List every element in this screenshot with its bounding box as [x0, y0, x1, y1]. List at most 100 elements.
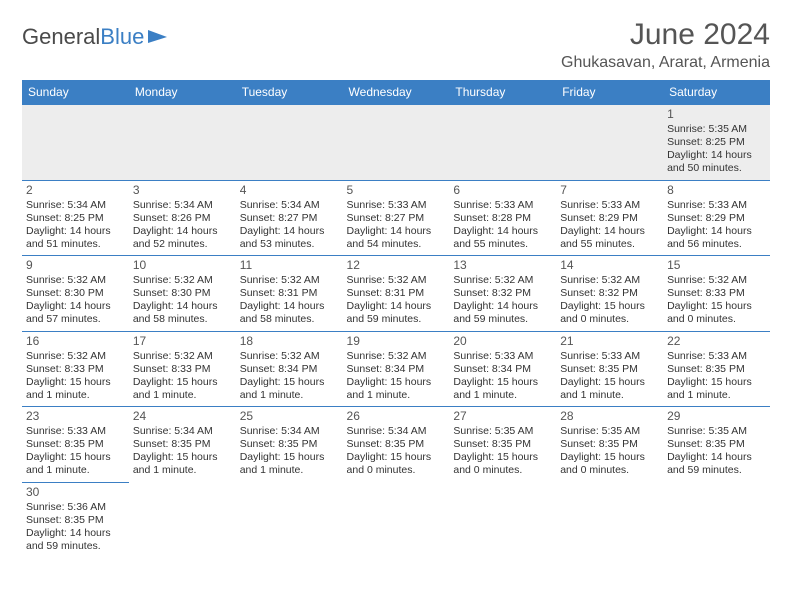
daylight-text: and 1 minute.: [133, 389, 232, 402]
daylight-text: Daylight: 15 hours: [347, 376, 446, 389]
sunrise-text: Sunrise: 5:32 AM: [26, 350, 125, 363]
calendar-header-row: SundayMondayTuesdayWednesdayThursdayFrid…: [22, 80, 770, 105]
sunset-text: Sunset: 8:31 PM: [240, 287, 339, 300]
daylight-text: and 55 minutes.: [560, 238, 659, 251]
sunrise-text: Sunrise: 5:34 AM: [133, 199, 232, 212]
sunset-text: Sunset: 8:31 PM: [347, 287, 446, 300]
page-header: GeneralBlue June 2024 Ghukasavan, Ararat…: [22, 18, 770, 72]
daylight-text: and 1 minute.: [240, 464, 339, 477]
sunrise-text: Sunrise: 5:35 AM: [453, 425, 552, 438]
calendar-day-cell: 1Sunrise: 5:35 AMSunset: 8:25 PMDaylight…: [663, 105, 770, 181]
day-number: 27: [453, 409, 552, 424]
daylight-text: Daylight: 15 hours: [133, 451, 232, 464]
sunset-text: Sunset: 8:29 PM: [560, 212, 659, 225]
calendar-day-cell: 12Sunrise: 5:32 AMSunset: 8:31 PMDayligh…: [343, 256, 450, 332]
daylight-text: Daylight: 14 hours: [240, 300, 339, 313]
sunrise-text: Sunrise: 5:32 AM: [133, 350, 232, 363]
daylight-text: and 1 minute.: [240, 389, 339, 402]
day-header: Sunday: [22, 80, 129, 105]
calendar-day-cell: 20Sunrise: 5:33 AMSunset: 8:34 PMDayligh…: [449, 331, 556, 407]
calendar-day-cell: 2Sunrise: 5:34 AMSunset: 8:25 PMDaylight…: [22, 180, 129, 256]
calendar-day-cell: 4Sunrise: 5:34 AMSunset: 8:27 PMDaylight…: [236, 180, 343, 256]
day-header: Monday: [129, 80, 236, 105]
daylight-text: Daylight: 14 hours: [133, 300, 232, 313]
day-number: 13: [453, 258, 552, 273]
day-number: 8: [667, 183, 766, 198]
daylight-text: and 0 minutes.: [560, 313, 659, 326]
day-number: 2: [26, 183, 125, 198]
day-number: 9: [26, 258, 125, 273]
sunset-text: Sunset: 8:26 PM: [133, 212, 232, 225]
daylight-text: and 1 minute.: [560, 389, 659, 402]
sunset-text: Sunset: 8:29 PM: [667, 212, 766, 225]
calendar-day-cell: 21Sunrise: 5:33 AMSunset: 8:35 PMDayligh…: [556, 331, 663, 407]
calendar-day-cell: 14Sunrise: 5:32 AMSunset: 8:32 PMDayligh…: [556, 256, 663, 332]
sunrise-text: Sunrise: 5:32 AM: [453, 274, 552, 287]
calendar-week-row: 30Sunrise: 5:36 AMSunset: 8:35 PMDayligh…: [22, 482, 770, 557]
calendar-empty-cell: [129, 105, 236, 181]
calendar-day-cell: 29Sunrise: 5:35 AMSunset: 8:35 PMDayligh…: [663, 407, 770, 483]
sunrise-text: Sunrise: 5:36 AM: [26, 501, 125, 514]
daylight-text: Daylight: 15 hours: [560, 376, 659, 389]
daylight-text: and 56 minutes.: [667, 238, 766, 251]
daylight-text: Daylight: 15 hours: [347, 451, 446, 464]
sunrise-text: Sunrise: 5:32 AM: [240, 274, 339, 287]
day-number: 3: [133, 183, 232, 198]
daylight-text: Daylight: 15 hours: [453, 376, 552, 389]
day-number: 4: [240, 183, 339, 198]
sunset-text: Sunset: 8:35 PM: [453, 438, 552, 451]
sunrise-text: Sunrise: 5:33 AM: [26, 425, 125, 438]
sunset-text: Sunset: 8:32 PM: [560, 287, 659, 300]
sunset-text: Sunset: 8:35 PM: [667, 438, 766, 451]
day-number: 23: [26, 409, 125, 424]
day-number: 28: [560, 409, 659, 424]
daylight-text: and 59 minutes.: [453, 313, 552, 326]
daylight-text: and 50 minutes.: [667, 162, 766, 175]
calendar-day-cell: 5Sunrise: 5:33 AMSunset: 8:27 PMDaylight…: [343, 180, 450, 256]
day-number: 14: [560, 258, 659, 273]
calendar-day-cell: 30Sunrise: 5:36 AMSunset: 8:35 PMDayligh…: [22, 482, 129, 557]
day-number: 10: [133, 258, 232, 273]
calendar-day-cell: 3Sunrise: 5:34 AMSunset: 8:26 PMDaylight…: [129, 180, 236, 256]
day-number: 20: [453, 334, 552, 349]
calendar-empty-cell: [343, 482, 450, 557]
day-header: Saturday: [663, 80, 770, 105]
calendar-body: 1Sunrise: 5:35 AMSunset: 8:25 PMDaylight…: [22, 105, 770, 558]
day-number: 30: [26, 485, 125, 500]
sunrise-text: Sunrise: 5:33 AM: [667, 199, 766, 212]
daylight-text: and 57 minutes.: [26, 313, 125, 326]
daylight-text: and 1 minute.: [26, 389, 125, 402]
calendar-day-cell: 15Sunrise: 5:32 AMSunset: 8:33 PMDayligh…: [663, 256, 770, 332]
sunrise-text: Sunrise: 5:33 AM: [560, 350, 659, 363]
calendar-empty-cell: [663, 482, 770, 557]
calendar-empty-cell: [129, 482, 236, 557]
sunset-text: Sunset: 8:34 PM: [240, 363, 339, 376]
sunset-text: Sunset: 8:33 PM: [26, 363, 125, 376]
day-header: Friday: [556, 80, 663, 105]
calendar-day-cell: 18Sunrise: 5:32 AMSunset: 8:34 PMDayligh…: [236, 331, 343, 407]
calendar-day-cell: 6Sunrise: 5:33 AMSunset: 8:28 PMDaylight…: [449, 180, 556, 256]
sunrise-text: Sunrise: 5:35 AM: [560, 425, 659, 438]
sunrise-text: Sunrise: 5:32 AM: [347, 350, 446, 363]
day-number: 26: [347, 409, 446, 424]
calendar-week-row: 9Sunrise: 5:32 AMSunset: 8:30 PMDaylight…: [22, 256, 770, 332]
daylight-text: and 54 minutes.: [347, 238, 446, 251]
daylight-text: and 1 minute.: [667, 389, 766, 402]
calendar-day-cell: 8Sunrise: 5:33 AMSunset: 8:29 PMDaylight…: [663, 180, 770, 256]
daylight-text: and 58 minutes.: [240, 313, 339, 326]
day-number: 17: [133, 334, 232, 349]
sunset-text: Sunset: 8:27 PM: [347, 212, 446, 225]
daylight-text: and 1 minute.: [133, 464, 232, 477]
calendar-day-cell: 10Sunrise: 5:32 AMSunset: 8:30 PMDayligh…: [129, 256, 236, 332]
sunset-text: Sunset: 8:35 PM: [26, 514, 125, 527]
sunset-text: Sunset: 8:25 PM: [667, 136, 766, 149]
sunrise-text: Sunrise: 5:32 AM: [667, 274, 766, 287]
sunrise-text: Sunrise: 5:32 AM: [347, 274, 446, 287]
calendar-day-cell: 9Sunrise: 5:32 AMSunset: 8:30 PMDaylight…: [22, 256, 129, 332]
calendar-empty-cell: [556, 105, 663, 181]
daylight-text: and 0 minutes.: [347, 464, 446, 477]
daylight-text: Daylight: 14 hours: [667, 149, 766, 162]
sunset-text: Sunset: 8:30 PM: [133, 287, 232, 300]
day-number: 22: [667, 334, 766, 349]
calendar-day-cell: 11Sunrise: 5:32 AMSunset: 8:31 PMDayligh…: [236, 256, 343, 332]
